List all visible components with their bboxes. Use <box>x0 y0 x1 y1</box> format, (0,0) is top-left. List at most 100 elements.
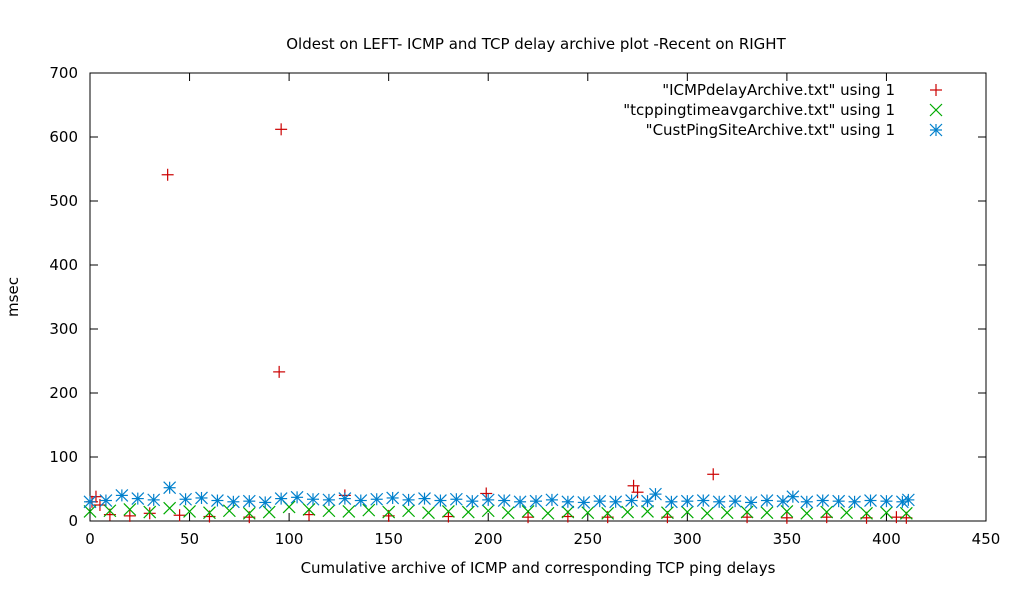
data-point <box>362 503 376 517</box>
data-point <box>163 481 177 495</box>
data-point <box>649 487 662 501</box>
y-tick-label: 0 <box>68 512 78 530</box>
data-point <box>195 491 208 505</box>
x-tick-label: 50 <box>180 530 199 548</box>
data-point <box>631 486 644 499</box>
data-point <box>382 505 396 519</box>
data-point <box>449 492 463 506</box>
data-point <box>83 504 97 518</box>
data-point <box>720 506 734 520</box>
data-point <box>386 491 400 505</box>
data-point <box>242 494 256 508</box>
data-point <box>840 506 854 520</box>
data-point <box>760 494 774 507</box>
x-tick-label: 450 <box>972 530 1001 548</box>
data-point <box>461 505 475 519</box>
data-point <box>522 511 535 524</box>
data-point <box>712 495 726 509</box>
data-point <box>832 494 846 508</box>
data-point <box>660 506 674 520</box>
data-point <box>899 506 913 520</box>
data-point <box>625 494 639 507</box>
data-point <box>581 506 595 520</box>
data-point <box>696 494 710 507</box>
data-point <box>521 504 535 518</box>
data-point <box>83 495 97 509</box>
x-tick-label: 150 <box>374 530 403 548</box>
data-point <box>258 496 272 509</box>
series-3 <box>83 481 915 509</box>
y-tick-label: 400 <box>49 256 78 274</box>
data-point <box>211 494 224 507</box>
data-point <box>860 506 873 520</box>
data-point <box>880 506 893 520</box>
legend-label: "ICMPdelayArchive.txt" using 1 <box>662 81 895 99</box>
y-axis-ticks: 0 100 200 300 400 500 600 700 <box>49 64 986 530</box>
data-point <box>501 506 515 520</box>
data-point <box>820 505 834 519</box>
data-point <box>242 506 256 520</box>
data-point <box>342 504 356 518</box>
data-point <box>816 494 830 507</box>
data-point <box>338 492 352 506</box>
data-point <box>370 492 384 506</box>
data-point <box>274 492 288 506</box>
data-point <box>422 506 435 520</box>
data-point <box>800 506 814 520</box>
data-point <box>541 506 555 520</box>
y-tick-label: 100 <box>49 448 78 466</box>
data-point <box>302 503 316 516</box>
series-1 <box>85 123 913 524</box>
y-tick-label: 700 <box>49 64 78 82</box>
data-point <box>780 511 793 524</box>
data-point <box>290 490 304 504</box>
data-point <box>700 506 714 520</box>
data-point <box>680 505 694 519</box>
data-point <box>123 509 136 522</box>
data-point <box>434 494 447 507</box>
data-point <box>760 506 774 520</box>
y-tick-label: 600 <box>49 128 78 146</box>
legend-marker <box>929 123 943 137</box>
data-point <box>744 496 758 509</box>
data-point <box>481 504 495 518</box>
data-point <box>147 493 161 507</box>
data-point <box>513 495 527 509</box>
data-point <box>173 509 186 522</box>
data-point <box>99 494 113 507</box>
data-point <box>273 365 286 378</box>
data-point <box>89 490 102 503</box>
data-point <box>529 494 543 508</box>
data-point <box>402 493 416 507</box>
data-point <box>627 479 640 492</box>
x-tick-label: 0 <box>85 530 95 548</box>
data-point <box>864 494 877 507</box>
data-point <box>780 504 794 518</box>
data-point <box>115 488 129 502</box>
data-point <box>609 495 623 509</box>
data-series-layer <box>83 123 915 524</box>
data-point <box>800 495 814 509</box>
x-tick-label: 350 <box>773 530 802 548</box>
data-point <box>820 511 833 524</box>
data-point <box>707 468 720 481</box>
data-point <box>901 493 915 507</box>
data-point <box>131 492 145 506</box>
legend-marker <box>930 84 942 96</box>
data-point <box>306 492 320 506</box>
data-point <box>322 493 336 507</box>
data-point <box>322 504 336 518</box>
data-point <box>593 494 607 508</box>
plot-frame <box>89 72 987 522</box>
data-point <box>890 511 903 524</box>
x-tick-label: 300 <box>673 530 702 548</box>
data-point <box>561 495 575 509</box>
x-tick-label: 400 <box>872 530 901 548</box>
x-tick-label: 100 <box>275 530 304 548</box>
data-point <box>664 495 678 509</box>
data-point <box>275 123 288 136</box>
data-point <box>561 505 575 519</box>
data-point <box>442 510 455 523</box>
data-point <box>728 494 742 508</box>
